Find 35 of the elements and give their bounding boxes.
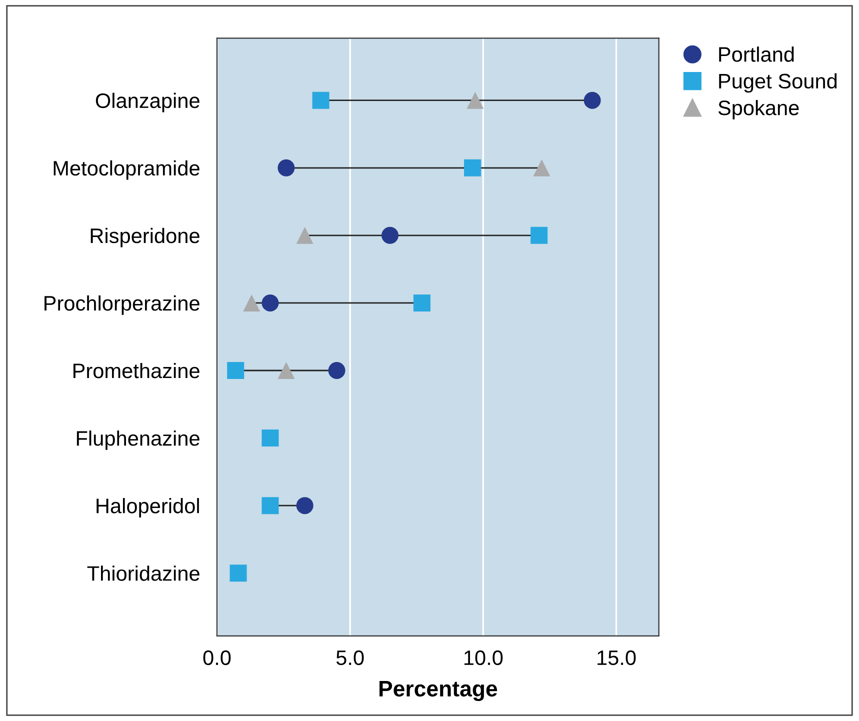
y-tick-label: Fluphenazine [76,430,200,450]
point [278,159,295,176]
point [382,226,399,244]
point [230,564,247,582]
y-tick-label: Promethazine [73,362,200,378]
legend-label: Spokane [718,100,799,120]
point [227,362,244,380]
y-tick-label: Prochlorperazine [44,295,200,315]
y-tick-label: Thioridazine [87,566,200,581]
point [413,294,430,312]
legend-label: Puget Sound [719,73,837,93]
y-tick-label: Olanzapine [96,92,200,112]
y-tick-label: Risperidone [90,228,200,248]
point [296,497,314,514]
point [243,294,260,312]
x-tick-label: 0.0 [203,650,231,666]
point [296,226,314,244]
y-tick-label: Haloperidol [96,498,199,518]
point [262,294,279,312]
point [312,92,330,109]
point [466,92,484,109]
x-tick-label: 10.0 [464,650,503,666]
point [464,159,482,176]
point [530,226,548,244]
x-axis-title: Percentage [380,681,498,702]
point [262,497,279,514]
x-tick-label: 5.0 [336,650,364,666]
legend-label: Portland [719,46,794,62]
x-tick-label: 15.0 [598,650,636,666]
point [533,159,550,176]
point [278,362,295,380]
point [328,362,346,380]
y-tick-label: Metoclopramide [54,160,200,180]
point [584,92,601,109]
point [262,430,279,447]
